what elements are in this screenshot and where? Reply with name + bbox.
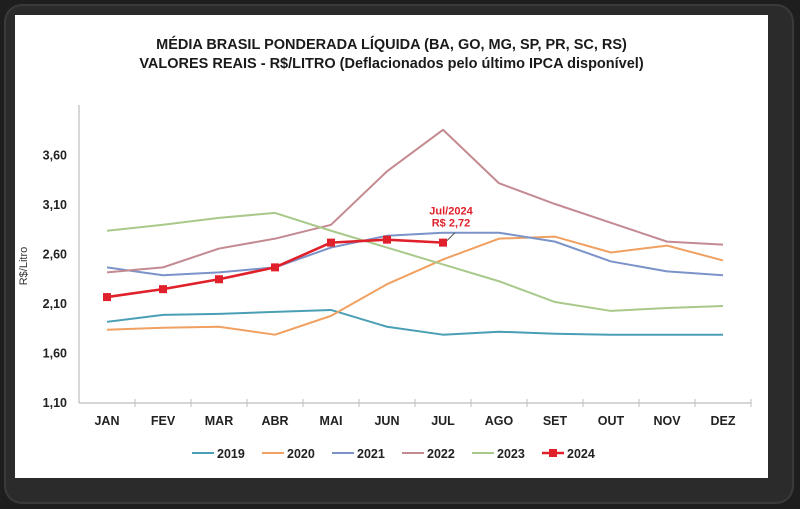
legend-label-2024: 2024 (567, 447, 595, 461)
y-tick-label: 2,10 (43, 297, 67, 311)
series-line-2021 (106, 231, 724, 277)
y-tick-label: 1,10 (43, 396, 67, 410)
x-tick-label: MAI (320, 414, 343, 428)
series-line-2019 (106, 308, 723, 336)
data-point-2024 (439, 238, 447, 247)
chart-title: MÉDIA BRASIL PONDERADA LÍQUIDA (BA, GO, … (156, 37, 627, 53)
legend-marker-2024 (549, 449, 557, 457)
series-lines (103, 128, 724, 336)
x-tick-label: OUT (598, 414, 625, 428)
y-tick-label: 3,60 (43, 149, 67, 163)
data-point-2024 (215, 275, 223, 284)
x-tick-label: JUN (374, 414, 399, 428)
x-tick-label: SET (543, 414, 568, 428)
data-point-2024 (159, 285, 167, 294)
x-tick-label: MAR (205, 414, 233, 428)
data-point-2024 (327, 238, 335, 247)
data-point-2024 (383, 235, 391, 244)
chart-panel (15, 15, 768, 478)
axes: JAN FEV MAR ABR MAI JUN JUL AGO SET OUT NOV DEZ 1,10… (18, 105, 752, 428)
data-point-2024 (271, 263, 279, 272)
series-line-2020 (106, 235, 724, 336)
chart-subtitle: VALORES REAIS - R$/LITRO (Deflacionados … (139, 56, 644, 72)
annotation-label: R$ 2,72 (432, 218, 471, 230)
series-line-2023 (106, 211, 724, 312)
x-tick-label: NOV (653, 414, 681, 428)
annotation-leader (446, 232, 456, 241)
y-axis-title: R$/Litro (18, 247, 30, 286)
data-point-2024 (103, 293, 111, 302)
legend-label-2023: 2023 (497, 447, 525, 461)
legend-label-2020: 2020 (287, 447, 315, 461)
y-tick-label: 2,60 (43, 248, 67, 262)
x-tick-label: AGO (485, 414, 514, 428)
legend: 2019 2020 2021 2022 2023 2024 (192, 447, 595, 461)
x-tick-label: DEZ (711, 414, 736, 428)
legend-label-2019: 2019 (217, 447, 245, 461)
y-tick-label: 1,60 (43, 347, 67, 361)
y-tick-label: 3,10 (43, 198, 67, 212)
legend-label-2022: 2022 (427, 447, 455, 461)
legend-label-2021: 2021 (357, 447, 385, 461)
chart-title-block: MÉDIA BRASIL PONDERADA LÍQUIDA (BA, GO, … (15, 36, 768, 74)
x-tick-label: JAN (94, 414, 119, 428)
x-tick-label: FEV (151, 414, 176, 428)
x-tick-label: JUL (431, 414, 455, 428)
annotation-label: Jul/2024 (429, 206, 473, 218)
series-line-2022 (106, 128, 724, 274)
x-tick-label: ABR (261, 414, 288, 428)
